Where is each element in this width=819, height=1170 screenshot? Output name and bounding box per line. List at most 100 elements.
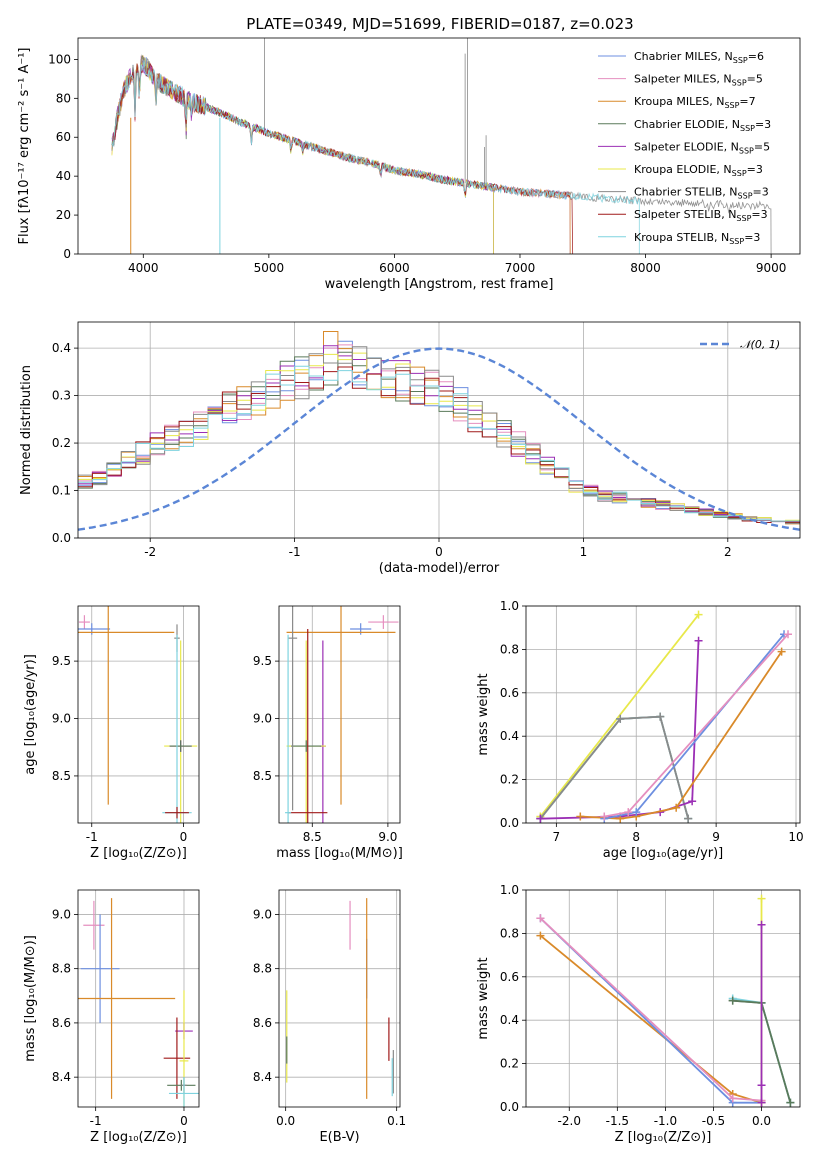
- series-marker: [656, 712, 665, 721]
- legend: 𝒩(0, 1): [700, 338, 780, 351]
- y-axis-label: age [log₁₀(age/yr)]: [23, 654, 38, 775]
- y-tick-label: 9.5: [253, 654, 272, 668]
- x-tick-label: -1: [90, 1114, 102, 1128]
- series-salpeter-miles: [536, 914, 766, 1105]
- x-tick-label: 2: [724, 545, 732, 559]
- y-axis-label: Normed distribution: [19, 365, 34, 495]
- axes-frame: [77, 605, 200, 824]
- y-tick-label: 0.6: [500, 686, 519, 700]
- histogram-salpeter-stelib: [78, 366, 800, 523]
- series-kroupa-elodie: [536, 610, 703, 821]
- y-tick-label: 0.2: [500, 1057, 519, 1071]
- series-marker: [694, 610, 703, 619]
- errorbars: [78, 898, 199, 1107]
- errorbars: [286, 898, 394, 1099]
- x-axis-label: Z [log₁₀(Z/Z⊙)]: [90, 846, 187, 861]
- y-tick-label: 60: [56, 130, 71, 144]
- x-tick-label: 10: [788, 830, 803, 844]
- y-tick-label: 0.3: [52, 389, 71, 403]
- series-marker: [777, 647, 786, 656]
- point-kroupa-miles: [78, 606, 175, 805]
- series-line: [604, 633, 785, 820]
- x-tick-label: 6000: [379, 261, 410, 275]
- series-line: [539, 715, 690, 820]
- y-axis-label: mass [log₁₀(M/M⊙)]: [23, 935, 38, 1062]
- point-salpeter-miles: [368, 615, 399, 629]
- x-tick-label: 0.1: [387, 1114, 406, 1128]
- y-tick-label: 80: [56, 91, 71, 105]
- x-axis-label: Z [log₁₀(Z/Z⊙)]: [90, 1130, 187, 1145]
- y-tick-label: 8.6: [52, 1016, 71, 1030]
- series-salpeter-miles: [600, 630, 793, 821]
- series-marker: [784, 630, 793, 639]
- point-chabrier-elodie: [169, 740, 192, 752]
- y-tick-label: 0.0: [500, 1100, 519, 1114]
- series-marker: [728, 996, 737, 1005]
- y-tick-label: 1.0: [500, 883, 519, 897]
- legend-entry-kroupa-elodie: Kroupa ELODIE, NSSP=3: [634, 163, 763, 178]
- series-marker: [576, 812, 585, 821]
- series-marker: [684, 814, 693, 823]
- legend-entry-kroupa-miles: Kroupa MILES, NSSP=7: [634, 95, 756, 110]
- point-salpeter-miles: [83, 900, 105, 950]
- y-tick-label: 8.8: [52, 962, 71, 976]
- y-tick-label: 0.2: [52, 436, 71, 450]
- spectra: [111, 38, 772, 254]
- y-tick-label: 40: [56, 169, 71, 183]
- point-salpeter-stelib: [163, 1017, 191, 1099]
- x-tick-label: -1.0: [654, 1114, 677, 1128]
- histogram-kroupa-stelib: [78, 365, 800, 522]
- axes-frame: [278, 605, 401, 824]
- y-tick-label: 0.8: [500, 926, 519, 940]
- y-tick-label: 9.0: [253, 907, 272, 921]
- series-marker: [536, 914, 545, 923]
- x-tick-label: 9.0: [378, 830, 397, 844]
- y-tick-label: 100: [48, 52, 71, 66]
- histograms: [78, 331, 800, 531]
- x-tick-label: 8.5: [303, 830, 322, 844]
- weight-lines: [536, 894, 795, 1107]
- point-chabrier-miles: [80, 914, 120, 1023]
- axes-frame: [278, 889, 401, 1108]
- x-tick-label: -1: [289, 545, 301, 559]
- point-kroupa-miles: [78, 898, 176, 1099]
- axes-frame: [77, 321, 801, 539]
- legend-entry-chabrier-miles: Chabrier MILES, NSSP=6: [634, 50, 764, 65]
- legend-entry-chabrier-stelib: Chabrier STELIB, NSSP=3: [634, 186, 769, 201]
- histogram-chabrier-stelib: [78, 346, 800, 524]
- x-tick-label: 9: [712, 830, 720, 844]
- point-kroupa-stelib: [285, 634, 292, 823]
- y-tick-label: 8.8: [253, 962, 272, 976]
- x-tick-label: -2.0: [558, 1114, 581, 1128]
- panel-7: 0.0 0.1 8.4 8.6 8.8 9.0 E(B-V): [253, 889, 406, 1145]
- plot-area: [279, 606, 400, 823]
- y-tick-label: 0.0: [52, 531, 71, 545]
- y-tick-label: 0.2: [500, 773, 519, 787]
- panel-1: 4000 5000 6000 7000 8000 9000 0 20 40 60 80 100 wave…: [17, 37, 801, 292]
- series-marker: [672, 803, 681, 812]
- y-tick-label: 0: [63, 247, 71, 261]
- series-salpeter-elodie: [757, 920, 766, 1107]
- series-marker: [757, 1081, 766, 1090]
- series-marker: [624, 808, 633, 817]
- panel-4: 8.5 9.0 8.5 9.0 9.5 mass [log₁₀(M/M⊙)]: [253, 605, 403, 861]
- x-axis-label: E(B-V): [319, 1130, 359, 1145]
- y-tick-label: 8.5: [253, 769, 272, 783]
- x-tick-label: 8000: [630, 261, 661, 275]
- x-tick-label: 7000: [505, 261, 536, 275]
- plot-area: [526, 889, 800, 1108]
- y-tick-label: 9.0: [52, 907, 71, 921]
- point-salpeter-stelib: [165, 806, 189, 819]
- y-tick-label: 8.6: [253, 1016, 272, 1030]
- y-tick-label: 0.4: [52, 341, 71, 355]
- series-line: [539, 614, 700, 818]
- legend-entry-chabrier-elodie: Chabrier ELODIE, NSSP=3: [634, 118, 771, 133]
- x-axis-label: mass [log₁₀(M/M⊙)]: [276, 846, 403, 861]
- point-kroupa-elodie: [179, 990, 189, 1107]
- plot-area: [78, 606, 199, 823]
- x-tick-label: 7: [553, 830, 561, 844]
- series-line: [539, 934, 762, 1104]
- x-axis-label: age [log₁₀(age/yr)]: [603, 846, 724, 861]
- plot-area: [279, 890, 400, 1107]
- x-tick-label: 8: [632, 830, 640, 844]
